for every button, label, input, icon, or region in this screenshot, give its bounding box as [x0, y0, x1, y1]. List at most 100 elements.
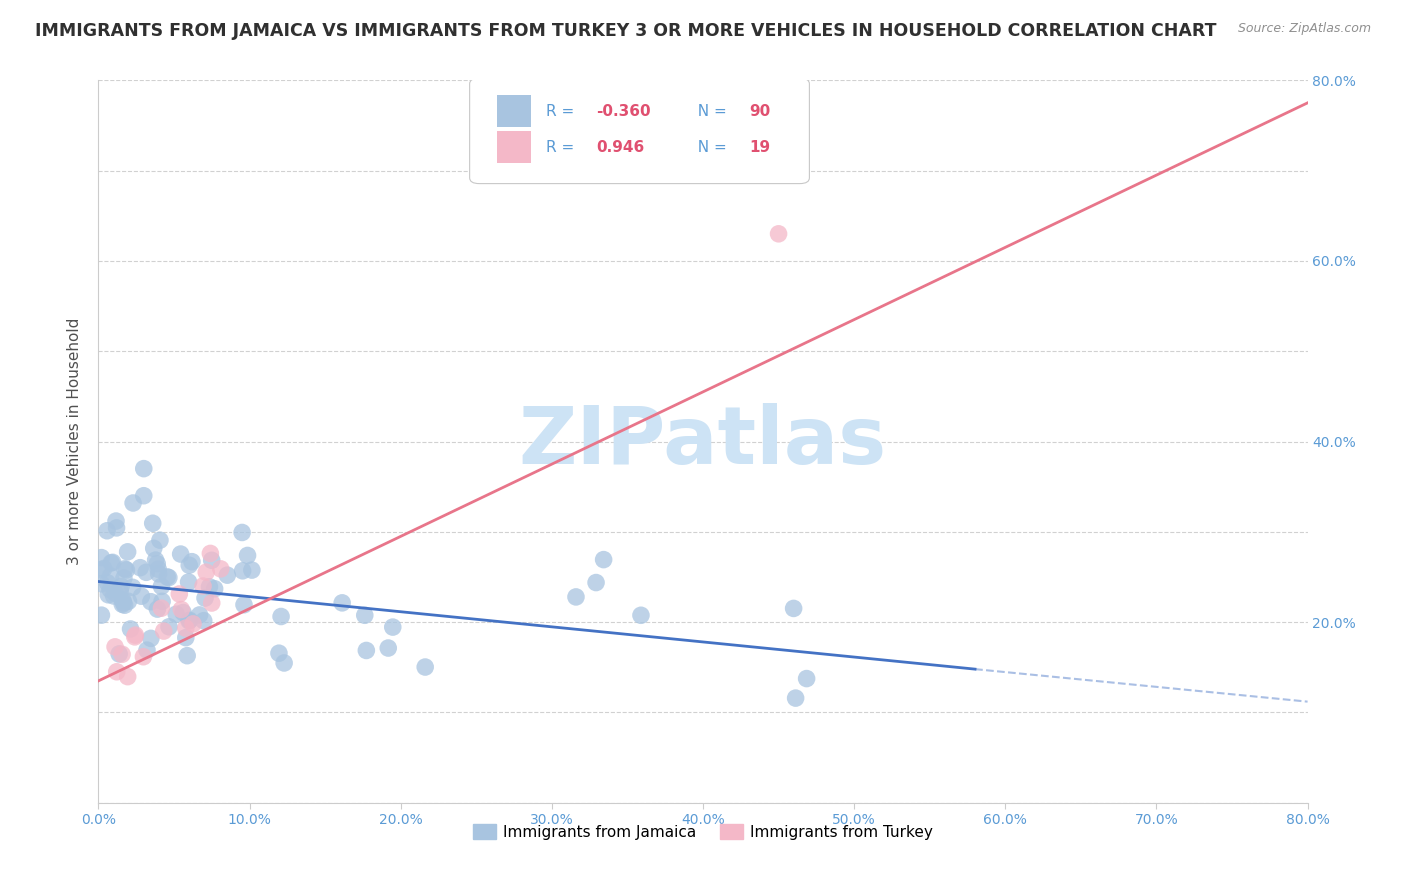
Point	[782, 601, 804, 615]
Point	[114, 562, 136, 576]
Point	[270, 609, 292, 624]
Point	[169, 547, 191, 561]
Point	[115, 563, 138, 577]
Point	[592, 552, 614, 566]
Point	[136, 643, 159, 657]
Point	[96, 575, 118, 590]
Point	[146, 602, 169, 616]
Point	[209, 562, 232, 576]
Point	[117, 545, 139, 559]
Point	[132, 489, 155, 503]
Point	[191, 579, 214, 593]
Point	[108, 647, 131, 661]
Point	[132, 649, 155, 664]
Point	[103, 589, 125, 603]
Point	[90, 577, 112, 591]
Point	[157, 571, 180, 585]
Point	[110, 579, 132, 593]
Point	[90, 608, 112, 623]
Point	[198, 580, 221, 594]
Point	[117, 670, 139, 684]
Point	[172, 606, 194, 620]
Point	[90, 550, 112, 565]
Point	[630, 608, 652, 623]
Text: 19: 19	[749, 140, 770, 155]
Point	[121, 580, 143, 594]
Text: N =: N =	[689, 103, 733, 119]
Point	[112, 571, 135, 585]
Point	[413, 660, 436, 674]
Point	[150, 601, 173, 615]
Legend: Immigrants from Jamaica, Immigrants from Turkey: Immigrants from Jamaica, Immigrants from…	[467, 818, 939, 846]
Point	[96, 524, 118, 538]
Point	[200, 546, 222, 560]
Point	[181, 555, 204, 569]
Point	[100, 556, 122, 570]
Point	[194, 591, 217, 606]
Point	[120, 622, 142, 636]
Text: IMMIGRANTS FROM JAMAICA VS IMMIGRANTS FROM TURKEY 3 OR MORE VEHICLES IN HOUSEHOL: IMMIGRANTS FROM JAMAICA VS IMMIGRANTS FR…	[35, 22, 1216, 40]
Point	[273, 656, 295, 670]
Point	[148, 562, 170, 576]
Point	[785, 691, 807, 706]
Point	[232, 564, 254, 578]
Point	[104, 586, 127, 600]
Point	[139, 632, 162, 646]
Point	[146, 557, 169, 571]
Point	[201, 553, 224, 567]
Text: R =: R =	[546, 103, 579, 119]
Point	[142, 541, 165, 556]
Text: N =: N =	[689, 140, 733, 155]
Point	[179, 613, 201, 627]
Point	[93, 561, 115, 575]
Point	[176, 648, 198, 663]
Point	[114, 598, 136, 612]
Text: Source: ZipAtlas.com: Source: ZipAtlas.com	[1237, 22, 1371, 36]
FancyBboxPatch shape	[470, 78, 810, 184]
Point	[156, 570, 179, 584]
Point	[98, 582, 121, 597]
Point	[240, 563, 263, 577]
Point	[124, 628, 146, 642]
Point	[150, 579, 173, 593]
Point	[132, 461, 155, 475]
Point	[565, 590, 588, 604]
Point	[169, 587, 191, 601]
Point	[177, 614, 200, 628]
Point	[193, 614, 215, 628]
Point	[231, 525, 253, 540]
Point	[796, 672, 818, 686]
Point	[195, 565, 218, 579]
Point	[267, 646, 290, 660]
Y-axis label: 3 or more Vehicles in Household: 3 or more Vehicles in Household	[67, 318, 83, 566]
Point	[157, 620, 180, 634]
Point	[105, 514, 128, 528]
Point	[100, 569, 122, 583]
Point	[104, 640, 127, 654]
Point	[356, 643, 378, 657]
Point	[150, 594, 173, 608]
Point	[129, 560, 152, 574]
Point	[201, 596, 224, 610]
Point	[152, 624, 174, 638]
Point	[233, 598, 256, 612]
Point	[135, 566, 157, 580]
Point	[149, 533, 172, 548]
Point	[353, 608, 375, 623]
Point	[97, 588, 120, 602]
Point	[101, 555, 124, 569]
Point	[111, 593, 134, 607]
Text: R =: R =	[546, 140, 579, 155]
Point	[139, 595, 162, 609]
Point	[142, 516, 165, 531]
Point	[117, 594, 139, 608]
Point	[585, 575, 607, 590]
Point	[110, 583, 132, 598]
Text: 0.946: 0.946	[596, 140, 645, 155]
Point	[105, 521, 128, 535]
FancyBboxPatch shape	[498, 95, 531, 128]
Point	[377, 641, 399, 656]
Point	[217, 568, 239, 582]
Point	[236, 549, 259, 563]
Point	[204, 582, 226, 596]
